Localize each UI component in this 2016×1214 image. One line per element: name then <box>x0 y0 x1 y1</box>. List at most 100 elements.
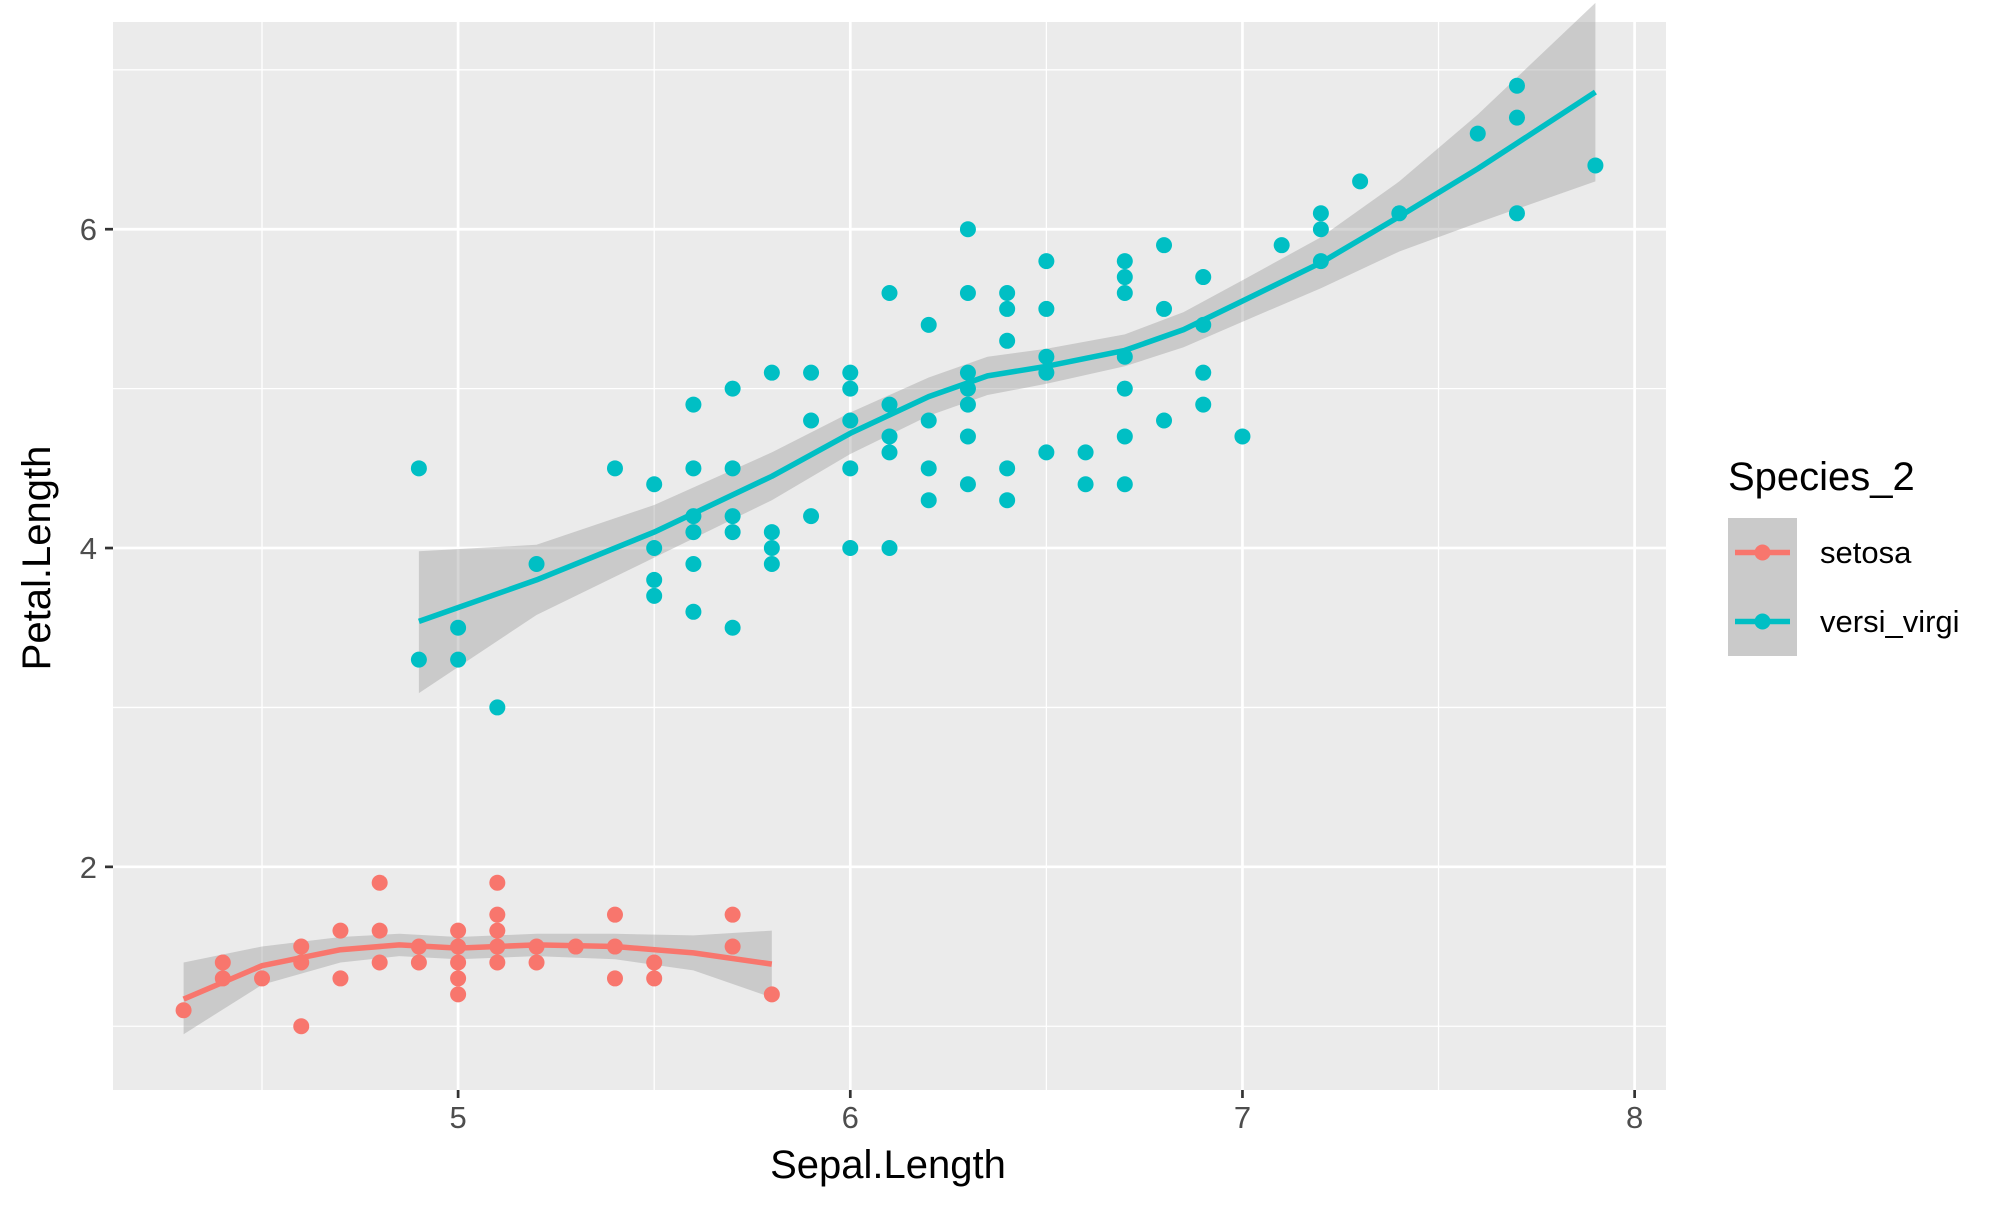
data-point-versi-virgi <box>1038 300 1055 317</box>
data-point-setosa <box>724 906 741 923</box>
confidence-bands <box>183 2 1596 1035</box>
data-point-versi-virgi <box>959 476 976 493</box>
data-point-setosa <box>489 906 506 923</box>
data-point-versi-virgi <box>881 396 898 413</box>
data-point-setosa <box>606 970 623 987</box>
smooth-line-setosa <box>182 942 773 1002</box>
data-point-versi-virgi <box>1116 284 1133 301</box>
legend-point-versi-virgi <box>1754 613 1771 630</box>
data-point-setosa <box>332 970 349 987</box>
data-point-versi-virgi <box>1273 237 1290 254</box>
data-point-setosa <box>214 954 231 971</box>
data-point-versi-virgi <box>1195 364 1212 381</box>
data-point-versi-virgi <box>842 364 859 381</box>
y-tick-label: 2 <box>80 850 97 885</box>
data-point-versi-virgi <box>724 380 741 397</box>
data-point-versi-virgi <box>881 284 898 301</box>
data-point-versi-virgi <box>1038 444 1055 461</box>
data-point-setosa <box>371 954 388 971</box>
data-point-versi-virgi <box>959 396 976 413</box>
data-point-setosa <box>332 922 349 939</box>
data-point-setosa <box>175 1002 192 1019</box>
data-point-versi-virgi <box>1116 380 1133 397</box>
x-tick-label: 5 <box>449 1100 466 1135</box>
legend-label-setosa: setosa <box>1820 535 1912 570</box>
data-point-versi-virgi <box>803 364 820 381</box>
data-point-setosa <box>489 954 506 971</box>
data-point-versi-virgi <box>646 587 663 604</box>
x-tick-label: 6 <box>842 1100 859 1135</box>
data-point-setosa <box>724 938 741 955</box>
data-point-setosa <box>371 922 388 939</box>
data-point-versi-virgi <box>920 316 937 333</box>
data-point-versi-virgi <box>1116 269 1133 286</box>
x-tick-label: 7 <box>1234 1100 1251 1135</box>
y-axis-title: Petal.Length <box>15 446 59 671</box>
data-point-versi-virgi <box>528 555 545 572</box>
data-point-versi-virgi <box>999 284 1016 301</box>
x-axis-title: Sepal.Length <box>770 1143 1006 1187</box>
data-point-versi-virgi <box>685 603 702 620</box>
data-point-setosa <box>293 938 310 955</box>
data-point-versi-virgi <box>1195 269 1212 286</box>
data-point-versi-virgi <box>1508 109 1525 126</box>
data-point-versi-virgi <box>763 555 780 572</box>
data-point-versi-virgi <box>1312 205 1329 222</box>
data-point-versi-virgi <box>999 300 1016 317</box>
data-point-versi-virgi <box>1508 205 1525 222</box>
legend-title: Species_2 <box>1728 455 1915 499</box>
data-point-setosa <box>254 970 271 987</box>
data-point-versi-virgi <box>881 444 898 461</box>
data-point-versi-virgi <box>803 412 820 429</box>
data-point-versi-virgi <box>1116 253 1133 270</box>
data-point-versi-virgi <box>999 332 1016 349</box>
data-point-versi-virgi <box>450 619 467 636</box>
data-point-versi-virgi <box>685 555 702 572</box>
axes: 5 6 7 8 2 4 6 <box>80 212 1644 1135</box>
data-point-versi-virgi <box>724 524 741 541</box>
data-point-versi-virgi <box>685 396 702 413</box>
y-tick-label: 6 <box>80 212 97 247</box>
data-point-setosa <box>528 954 545 971</box>
data-point-versi-virgi <box>1195 396 1212 413</box>
data-point-versi-virgi <box>842 540 859 557</box>
data-point-versi-virgi <box>1077 444 1094 461</box>
data-point-versi-virgi <box>646 476 663 493</box>
legend-point-setosa <box>1754 544 1771 561</box>
smooth-line-versi-virgi <box>417 89 1597 624</box>
data-point-setosa <box>646 970 663 987</box>
data-point-setosa <box>450 922 467 939</box>
data-point-versi-virgi <box>1508 77 1525 94</box>
confidence-band-setosa <box>183 930 772 1035</box>
data-point-versi-virgi <box>1038 253 1055 270</box>
data-point-versi-virgi <box>1587 157 1604 174</box>
data-point-versi-virgi <box>646 540 663 557</box>
data-point-versi-virgi <box>1116 428 1133 445</box>
data-point-versi-virgi <box>999 492 1016 509</box>
data-point-versi-virgi <box>410 460 427 477</box>
data-point-versi-virgi <box>450 651 467 668</box>
data-point-setosa <box>293 1018 310 1035</box>
data-point-setosa <box>646 954 663 971</box>
data-point-versi-virgi <box>1156 237 1173 254</box>
data-point-versi-virgi <box>410 651 427 668</box>
data-point-versi-virgi <box>763 364 780 381</box>
data-point-versi-virgi <box>646 571 663 588</box>
data-point-versi-virgi <box>959 428 976 445</box>
data-point-setosa <box>489 922 506 939</box>
data-point-versi-virgi <box>959 364 976 381</box>
data-point-versi-virgi <box>842 380 859 397</box>
data-point-versi-virgi <box>999 460 1016 477</box>
y-tick-label: 4 <box>80 531 97 566</box>
data-point-versi-virgi <box>1312 221 1329 238</box>
data-point-versi-virgi <box>959 284 976 301</box>
data-point-versi-virgi <box>881 540 898 557</box>
data-point-versi-virgi <box>1156 412 1173 429</box>
data-point-setosa <box>489 874 506 891</box>
data-point-setosa <box>450 986 467 1003</box>
legend-label-versi-virgi: versi_virgi <box>1820 604 1960 639</box>
data-point-versi-virgi <box>763 540 780 557</box>
data-point-versi-virgi <box>685 524 702 541</box>
